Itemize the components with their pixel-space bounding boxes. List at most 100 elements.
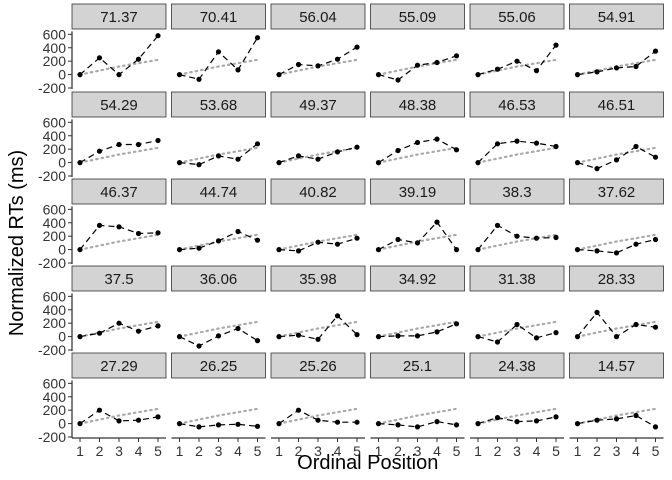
y-tick-label: 400 <box>43 128 67 144</box>
data-point <box>553 143 559 150</box>
data-point <box>295 332 302 338</box>
reference-line <box>476 320 558 338</box>
data-point <box>155 230 161 236</box>
data-point <box>215 49 222 55</box>
data-point <box>176 247 183 253</box>
facet-strip <box>469 3 565 30</box>
reference-line <box>178 320 259 338</box>
data-point <box>334 149 341 155</box>
data-point <box>633 321 639 328</box>
data-point <box>155 323 161 329</box>
data-point <box>176 421 183 427</box>
facet-strip <box>370 91 465 118</box>
data-point <box>613 157 620 163</box>
facet-label: 24.38 <box>498 358 536 375</box>
series-line <box>577 414 656 428</box>
data-point <box>475 247 481 253</box>
reference-line <box>78 407 160 425</box>
series-line <box>378 420 457 428</box>
data-point <box>254 237 261 243</box>
x-tick-label: 3 <box>414 443 422 459</box>
x-tick-label: 3 <box>314 443 322 459</box>
data-point <box>176 160 183 166</box>
reference-line <box>476 233 558 251</box>
facet-label: 25.1 <box>403 358 432 375</box>
facet-label: 55.06 <box>498 9 536 26</box>
data-point <box>494 415 501 421</box>
reference-line <box>178 407 259 425</box>
x-tick-label: 5 <box>254 443 262 459</box>
data-point <box>315 156 321 162</box>
reference-line <box>377 146 458 164</box>
facet-label: 38.3 <box>502 184 531 201</box>
reference-line <box>277 146 359 164</box>
y-tick-label: -200 <box>38 168 66 184</box>
data-point <box>414 424 421 430</box>
data-point <box>434 136 440 142</box>
data-point <box>553 414 559 420</box>
data-point <box>395 147 401 154</box>
facet-label: 53.68 <box>200 97 238 114</box>
facet-strip <box>370 352 465 379</box>
data-point <box>494 339 501 345</box>
series-line <box>577 50 656 76</box>
data-point <box>215 422 222 428</box>
data-point <box>295 407 302 413</box>
x-tick-label: 4 <box>135 443 143 459</box>
reference-line <box>78 233 160 251</box>
reference-line <box>178 58 259 76</box>
x-tick-label: 5 <box>552 443 560 459</box>
data-point <box>196 343 202 349</box>
data-point <box>276 247 282 253</box>
facet-strip <box>71 352 167 379</box>
data-point <box>276 334 282 340</box>
facet-strip <box>370 265 465 292</box>
data-point <box>553 42 559 48</box>
facet-strip <box>71 91 167 118</box>
facet-strip <box>469 265 565 292</box>
facet-label: 14.57 <box>598 358 636 375</box>
reference-line <box>576 320 657 338</box>
data-point <box>453 53 460 59</box>
y-tick-label: 200 <box>43 141 67 157</box>
facet-label: 56.04 <box>299 9 337 26</box>
series-line <box>79 35 159 76</box>
data-point <box>514 419 520 425</box>
facet-label: 25.26 <box>299 358 337 375</box>
facet-label: 36.06 <box>200 271 238 288</box>
series-line <box>278 314 358 340</box>
data-point <box>315 239 321 245</box>
data-point <box>295 248 302 254</box>
data-point <box>135 141 142 148</box>
facet-label: 31.38 <box>498 271 536 288</box>
facet-strip <box>569 91 664 118</box>
data-point <box>116 320 122 326</box>
y-tick-label: 400 <box>43 215 67 231</box>
data-point <box>453 321 460 327</box>
data-point <box>276 160 282 166</box>
facet-label: 46.53 <box>498 97 536 114</box>
data-point <box>196 424 202 430</box>
facet-label: 49.37 <box>299 97 337 114</box>
data-point <box>594 248 600 254</box>
facet-label: 46.51 <box>598 97 636 114</box>
data-point <box>315 336 321 342</box>
data-point <box>652 324 659 330</box>
facet-label: 35.98 <box>299 271 337 288</box>
data-point <box>633 63 639 70</box>
data-point <box>434 59 440 66</box>
data-point <box>276 421 282 427</box>
y-tick-label: 400 <box>43 389 67 405</box>
y-tick-label: -200 <box>38 255 66 271</box>
facet-label: 28.33 <box>598 271 636 288</box>
data-point <box>375 247 382 253</box>
data-point <box>276 72 282 78</box>
x-tick-label: 1 <box>275 443 283 459</box>
series-line <box>378 323 457 338</box>
data-point <box>574 160 581 166</box>
x-tick-label: 1 <box>375 443 383 459</box>
x-tick-label: 5 <box>652 443 660 459</box>
y-tick-label: 600 <box>43 288 67 304</box>
data-point <box>354 419 360 425</box>
